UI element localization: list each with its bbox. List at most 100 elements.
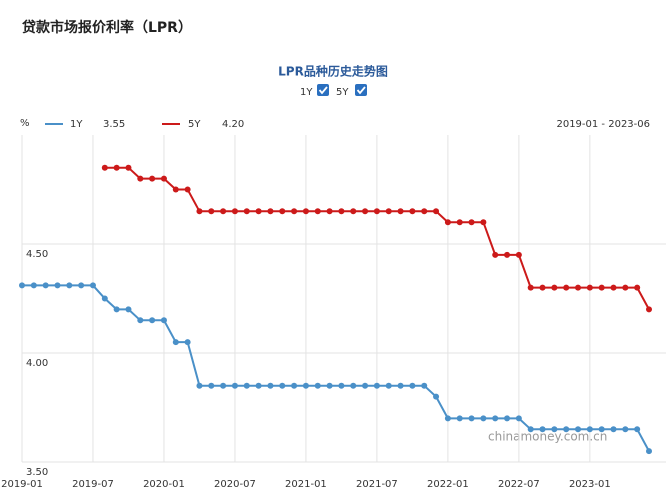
data-point (160, 317, 167, 324)
x-tick-label: 2022-07 (498, 479, 540, 490)
data-point (539, 284, 546, 291)
data-point (551, 284, 558, 291)
data-point (397, 382, 404, 389)
data-point (373, 382, 380, 389)
data-point (113, 164, 120, 171)
data-point (255, 208, 262, 215)
y-tick-label: 4.50 (26, 249, 48, 260)
data-point (137, 317, 144, 324)
data-point (326, 382, 333, 389)
data-point (208, 382, 215, 389)
data-point (598, 284, 605, 291)
data-point (89, 282, 96, 289)
data-point (208, 208, 215, 215)
legend-label: 1Y (70, 119, 83, 130)
x-tick-label: 2019-01 (1, 479, 43, 490)
date-range: 2019-01 - 2023-06 (556, 119, 650, 130)
data-point (231, 208, 238, 215)
data-point (622, 284, 629, 291)
data-point (338, 208, 345, 215)
data-point (586, 284, 593, 291)
data-point (575, 426, 582, 433)
x-tick-label: 2022-01 (427, 479, 469, 490)
data-point (66, 282, 73, 289)
data-point (255, 382, 262, 389)
legend-value: 4.20 (222, 119, 244, 130)
watermark: chinamoney.com.cn (488, 430, 607, 444)
data-point (243, 208, 250, 215)
legend-value: 3.55 (103, 119, 125, 130)
y-tick-label: 3.50 (26, 467, 48, 478)
data-point (433, 208, 440, 215)
y-unit: % (20, 118, 30, 129)
data-point (267, 382, 274, 389)
data-point (362, 208, 369, 215)
data-point (125, 306, 132, 313)
data-point (42, 282, 49, 289)
data-point (302, 382, 309, 389)
data-point (551, 426, 558, 433)
data-point (243, 382, 250, 389)
data-point (362, 382, 369, 389)
data-point (314, 382, 321, 389)
x-tick-label: 2020-01 (143, 479, 185, 490)
data-point (220, 208, 227, 215)
data-point (480, 219, 487, 226)
data-point (279, 382, 286, 389)
data-point (101, 295, 108, 302)
data-point (468, 219, 475, 226)
data-point (137, 175, 144, 182)
data-point (480, 415, 487, 422)
data-point (421, 208, 428, 215)
data-point (385, 382, 392, 389)
data-point (527, 284, 534, 291)
data-point (563, 426, 570, 433)
data-point (30, 282, 37, 289)
checkbox[interactable] (355, 84, 367, 96)
toggle-label: 1Y (300, 87, 313, 98)
data-point (634, 284, 641, 291)
y-tick-label: 4.00 (26, 358, 48, 369)
data-point (409, 382, 416, 389)
data-point (350, 382, 357, 389)
data-point (101, 164, 108, 171)
data-point (149, 317, 156, 324)
data-point (634, 426, 641, 433)
data-point (291, 382, 298, 389)
data-point (433, 393, 440, 400)
data-point (444, 219, 451, 226)
data-point (610, 284, 617, 291)
data-point (456, 415, 463, 422)
data-point (314, 208, 321, 215)
data-point (385, 208, 392, 215)
data-point (160, 175, 167, 182)
data-point (504, 251, 511, 258)
data-point (646, 306, 652, 313)
data-point (184, 339, 191, 346)
data-point (646, 448, 652, 455)
data-point (515, 251, 522, 258)
data-point (184, 186, 191, 193)
data-point (468, 415, 475, 422)
data-point (172, 339, 179, 346)
data-point (172, 186, 179, 193)
data-point (373, 208, 380, 215)
check-icon (318, 86, 328, 95)
chart-title: LPR品种历史走势图 (278, 64, 388, 79)
data-point (622, 426, 629, 433)
x-tick-label: 2021-07 (356, 479, 398, 490)
x-tick-label: 2020-07 (214, 479, 256, 490)
data-point (563, 284, 570, 291)
data-point (231, 382, 238, 389)
legend-label: 5Y (188, 119, 201, 130)
data-point (279, 208, 286, 215)
data-point (113, 306, 120, 313)
data-point (19, 282, 25, 289)
data-point (397, 208, 404, 215)
data-point (527, 426, 534, 433)
data-point (421, 382, 428, 389)
data-point (291, 208, 298, 215)
checkbox[interactable] (317, 84, 329, 96)
data-point (409, 208, 416, 215)
